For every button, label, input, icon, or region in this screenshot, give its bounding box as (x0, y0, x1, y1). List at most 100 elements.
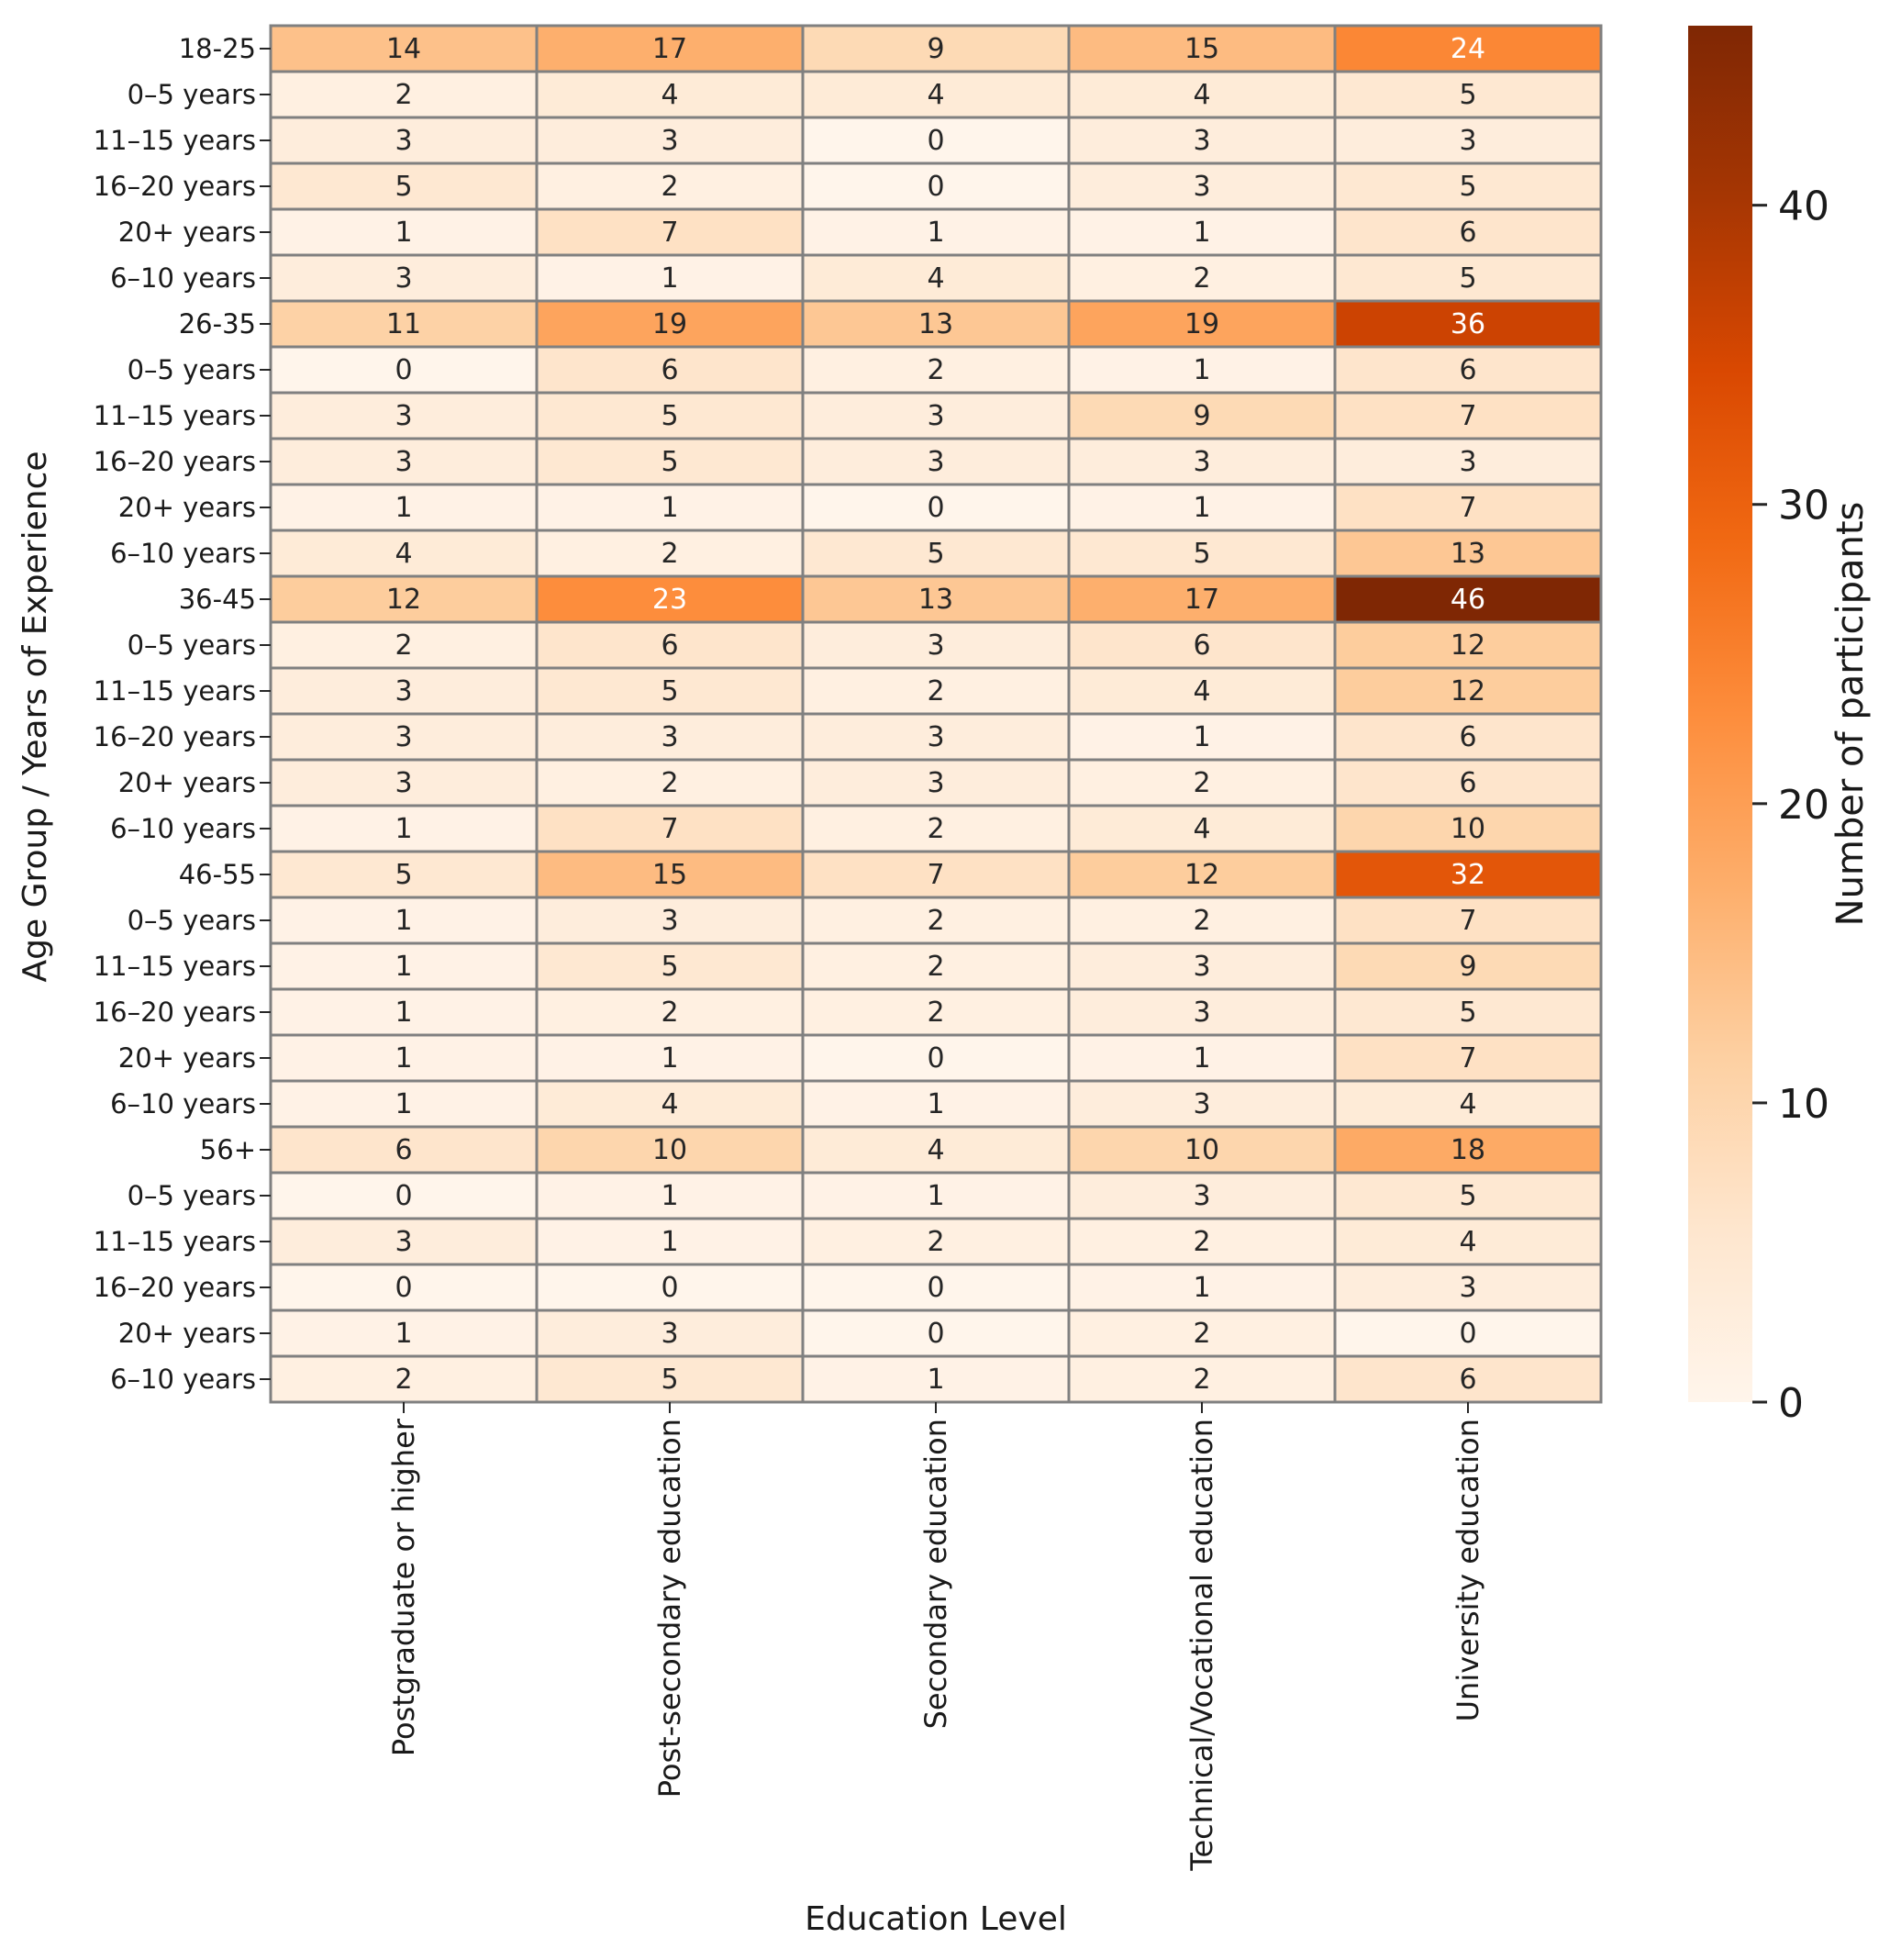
colorbar-tick-label: 0 (1778, 1380, 1804, 1427)
x-tick-label: Secondary education (918, 1419, 953, 1729)
heatmap-cell (1067, 712, 1337, 762)
heatmap-cell (801, 1125, 1071, 1175)
heatmap-cell (269, 712, 539, 762)
cell-value-label: 6 (1459, 217, 1476, 249)
heatmap-cell (1333, 253, 1603, 303)
colorbar-tick-label: 40 (1778, 184, 1829, 230)
cell-value-label: 0 (927, 1272, 944, 1304)
heatmap-cell (535, 620, 805, 670)
heatmap-cell (535, 1354, 805, 1404)
heatmap-cell (801, 941, 1071, 991)
cell-value-label: 3 (661, 721, 678, 753)
cell-value-label: 13 (918, 308, 953, 340)
cell-value-label: 6 (395, 1134, 412, 1166)
y-tick-label: 18-25 (179, 33, 256, 64)
cell-value-label: 5 (661, 951, 678, 983)
cell-value-label: 7 (1459, 400, 1476, 432)
y-tick-label: 0–5 years (128, 1180, 256, 1211)
colorbar-tick-label: 20 (1778, 782, 1829, 829)
heatmap-cell (269, 1125, 539, 1175)
heatmap-cell (801, 1354, 1071, 1404)
heatmap-cell (1333, 666, 1603, 716)
cell-value-label: 18 (1451, 1134, 1485, 1166)
cell-value-label: 2 (395, 1364, 412, 1396)
heatmap-cell (269, 1079, 539, 1129)
cell-value-label: 1 (1193, 217, 1210, 249)
cell-value-label: 3 (395, 1226, 412, 1258)
cell-value-label: 12 (1451, 675, 1485, 707)
cell-value-label: 2 (927, 354, 944, 386)
cell-value-label: 6 (1459, 1364, 1476, 1396)
heatmap-cell (1067, 1354, 1337, 1404)
cell-value-label: 7 (661, 813, 678, 845)
cell-value-label: 5 (1459, 1180, 1476, 1212)
heatmap-cell (1067, 116, 1337, 165)
heatmap-cell (1333, 391, 1603, 440)
y-tick-label: 36-45 (179, 584, 256, 615)
x-tick-label: University education (1451, 1419, 1485, 1721)
cell-value-label: 10 (1184, 1134, 1219, 1166)
heatmap-cell (1067, 437, 1337, 486)
y-tick-label: 20+ years (118, 217, 256, 248)
heatmap-cell (801, 666, 1071, 716)
cell-value-label: 1 (1193, 354, 1210, 386)
cell-value-label: 1 (927, 217, 944, 249)
cell-value-label: 5 (1459, 171, 1476, 203)
cell-value-label: 7 (1459, 905, 1476, 937)
cell-value-label: 5 (661, 1364, 678, 1396)
cell-value-label: 2 (661, 767, 678, 799)
cell-value-label: 3 (1193, 125, 1210, 157)
y-tick-label: 20+ years (118, 1042, 256, 1074)
heatmap-cell (1067, 161, 1337, 211)
heatmap-cell (1333, 1354, 1603, 1404)
heatmap-cell (1333, 896, 1603, 945)
cell-value-label: 4 (1193, 813, 1210, 845)
heatmap-cell (801, 620, 1071, 670)
cell-value-label: 17 (1184, 584, 1219, 616)
cell-value-label: 3 (1193, 446, 1210, 478)
cell-value-label: 2 (1193, 1364, 1210, 1396)
cell-value-label: 5 (395, 859, 412, 891)
y-tick-label: 16–20 years (94, 721, 256, 752)
cell-value-label: 2 (927, 675, 944, 707)
cell-value-label: 46 (1451, 584, 1485, 616)
cell-value-label: 1 (395, 1042, 412, 1075)
cell-value-label: 1 (395, 1318, 412, 1350)
cell-value-label: 0 (927, 171, 944, 203)
cell-value-label: 3 (927, 721, 944, 753)
heatmap-cell (801, 712, 1071, 762)
cell-value-label: 0 (927, 1042, 944, 1075)
heatmap-cell (801, 483, 1071, 532)
cell-value-label: 5 (1459, 997, 1476, 1029)
y-tick-label: 16–20 years (94, 446, 256, 477)
cell-value-label: 3 (395, 675, 412, 707)
cell-value-label: 7 (1459, 492, 1476, 524)
cell-value-label: 6 (661, 354, 678, 386)
heatmap-cell (1333, 804, 1603, 853)
heatmap-cell (801, 437, 1071, 486)
heatmap-cell (535, 666, 805, 716)
heatmap-cell (535, 1125, 805, 1175)
heatmap-cell (535, 345, 805, 395)
cell-value-label: 1 (661, 1042, 678, 1075)
cell-value-label: 3 (1193, 171, 1210, 203)
cell-value-label: 3 (1459, 125, 1476, 157)
heatmap-cell (269, 483, 539, 532)
heatmap-cell (1333, 574, 1603, 624)
heatmap-cell (801, 70, 1071, 119)
cell-value-label: 1 (395, 951, 412, 983)
cell-value-label: 3 (927, 446, 944, 478)
cell-value-label: 2 (661, 997, 678, 1029)
heatmap-cell (1333, 620, 1603, 670)
y-tick-labels: 18-25 0–5 years 11–15 years 16–20 years 20+ … (94, 33, 271, 1395)
heatmap-cell (535, 896, 805, 945)
cell-value-label: 3 (395, 400, 412, 432)
cell-value-label: 2 (1193, 905, 1210, 937)
cell-value-label: 13 (918, 584, 953, 616)
cell-value-label: 1 (927, 1180, 944, 1212)
cell-value-label: 6 (1459, 767, 1476, 799)
heatmap-cells: 14 17 9 15 242 4 4 4 53 3 0 3 35 2 0 3 51 7 1 1 63 1 4 2 511 19 13… (269, 24, 1603, 1404)
heatmap-cell (1333, 850, 1603, 899)
cell-value-label: 3 (1193, 1088, 1210, 1120)
